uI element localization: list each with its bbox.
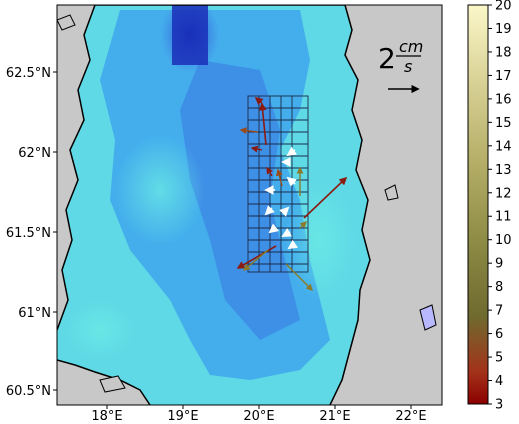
vector-arrow [281, 228, 293, 237]
scale-value: 2 [378, 42, 396, 75]
lon-axis: 18°E 19°E 20°E 21°E 22°E [91, 405, 427, 424]
vector-arrow [250, 145, 263, 153]
lat-tick-label: 61°N [18, 306, 51, 321]
lat-tick-label: 60.5°N [6, 384, 51, 399]
colorbar-tick-label: 12 [495, 186, 512, 201]
vector-arrow [287, 239, 299, 250]
colorbar-tick-label: 3 [495, 398, 503, 413]
current-vectors [236, 96, 348, 291]
colorbar: 20 19 18 17 16 15 14 13 12 11 10 9 8 7 6 5 4 3 [467, 0, 512, 413]
vector-arrow [286, 176, 297, 187]
scale-unit-top: cm [399, 37, 423, 56]
colorbar-tick-label: 9 [495, 257, 503, 272]
coastline [57, 5, 371, 405]
vector-arrow [275, 168, 283, 187]
colorbar-gradient [467, 4, 489, 405]
vector-arrow [279, 206, 290, 217]
vector-arrow [299, 221, 307, 229]
colorbar-tick-label: 7 [495, 304, 503, 319]
lon-tick-label: 21°E [319, 409, 350, 424]
vector-arrow [254, 96, 264, 106]
vector-arrow [264, 205, 275, 216]
lon-tick-label: 19°E [167, 409, 198, 424]
colorbar-tick-label: 11 [495, 210, 512, 225]
colorbar-tick-label: 19 [495, 22, 512, 37]
analysis-grid [247, 95, 309, 273]
vector-arrow [239, 127, 259, 135]
lat-tick-label: 62°N [18, 146, 51, 161]
lon-tick-label: 18°E [91, 409, 122, 424]
colorbar-tick-label: 14 [495, 139, 512, 154]
colorbar-tick-label: 13 [495, 163, 512, 178]
vector-arrow [303, 176, 348, 219]
colorbar-tick-label: 15 [495, 116, 512, 131]
lat-axis: 62.5°N 62°N 61.5°N 61°N 60.5°N [6, 66, 57, 399]
vector-arrow [266, 166, 273, 177]
colorbar-tick-label: 17 [495, 69, 512, 84]
colorbar-tick-label: 18 [495, 45, 512, 60]
colorbar-tick-label: 4 [495, 374, 503, 389]
vector-arrow [286, 146, 298, 157]
colorbar-tick-label: 8 [495, 280, 503, 295]
colorbar-tick-label: 6 [495, 327, 503, 342]
scale-unit-bottom: s [404, 57, 412, 76]
vector-arrow [268, 223, 279, 234]
colorbar-tick-label: 16 [495, 92, 512, 107]
colorbar-tick-label: 5 [495, 351, 503, 366]
vector-arrow [242, 249, 269, 271]
colorbar-tick-label: 10 [495, 233, 512, 248]
lon-tick-label: 22°E [395, 409, 426, 424]
colorbar-tick-label: 20 [495, 0, 512, 14]
lon-tick-label: 20°E [243, 409, 274, 424]
lake [419, 304, 437, 331]
vector-arrow [258, 102, 267, 146]
scale-annotation: 2 cm s [378, 37, 423, 94]
lat-tick-label: 61.5°N [6, 226, 51, 241]
map-panel [57, 5, 442, 405]
map-frame [56, 4, 443, 406]
vector-arrow [285, 263, 313, 291]
lat-tick-label: 62.5°N [6, 66, 51, 81]
